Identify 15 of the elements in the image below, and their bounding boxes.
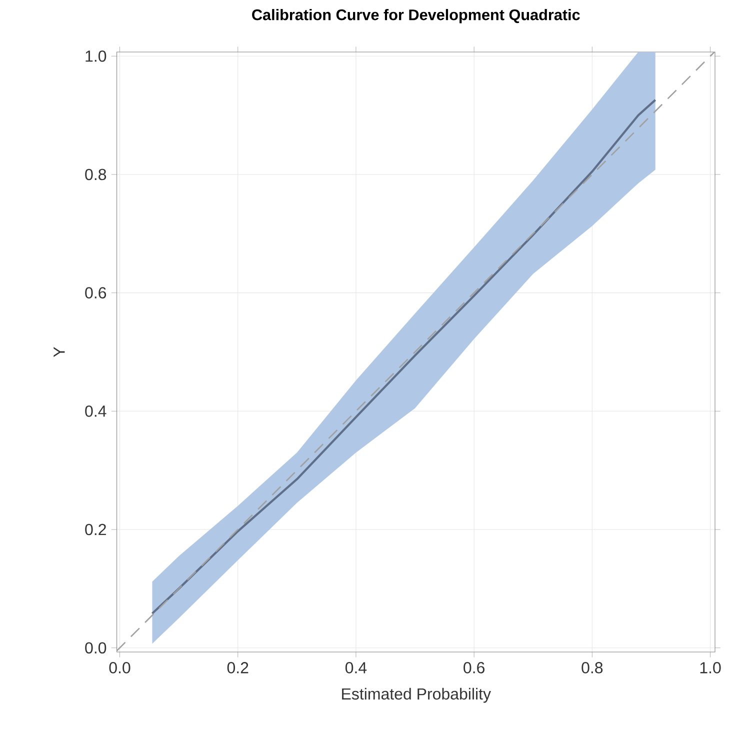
- x-axis-title: Estimated Probability: [342, 688, 491, 703]
- y-tick-label: 0.8: [85, 168, 106, 180]
- x-tick-label: 0.0: [109, 662, 130, 674]
- x-tick-label: 0.2: [227, 662, 248, 674]
- y-tick-label: 1.0: [86, 50, 106, 62]
- chart-title: Calibration Curve for Development Quadratic: [252, 9, 580, 24]
- y-tick-label: 0.0: [85, 642, 106, 654]
- y-tick-label: 0.6: [85, 287, 106, 298]
- y-tick-label: 0.2: [85, 524, 106, 536]
- x-tick-label: 1.0: [700, 662, 721, 674]
- x-tick-label: 0.4: [345, 662, 367, 674]
- x-tick-label: 0.8: [582, 662, 603, 674]
- y-axis-title: Y: [54, 347, 65, 357]
- y-tick-label: 0.4: [85, 406, 106, 417]
- x-tick-label: 0.6: [464, 662, 484, 674]
